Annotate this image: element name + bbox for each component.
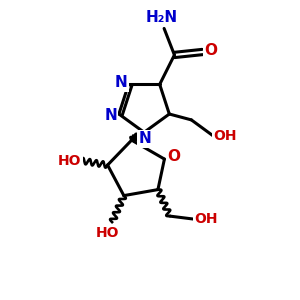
- Text: OH: OH: [194, 212, 218, 226]
- Text: O: O: [167, 149, 180, 164]
- Text: HO: HO: [58, 154, 82, 168]
- Text: N: N: [138, 131, 151, 146]
- Text: HO: HO: [96, 226, 119, 240]
- Text: N: N: [115, 75, 128, 90]
- Text: N: N: [104, 108, 117, 123]
- Text: O: O: [205, 43, 218, 58]
- Text: H₂N: H₂N: [146, 10, 178, 25]
- Text: OH: OH: [213, 129, 236, 143]
